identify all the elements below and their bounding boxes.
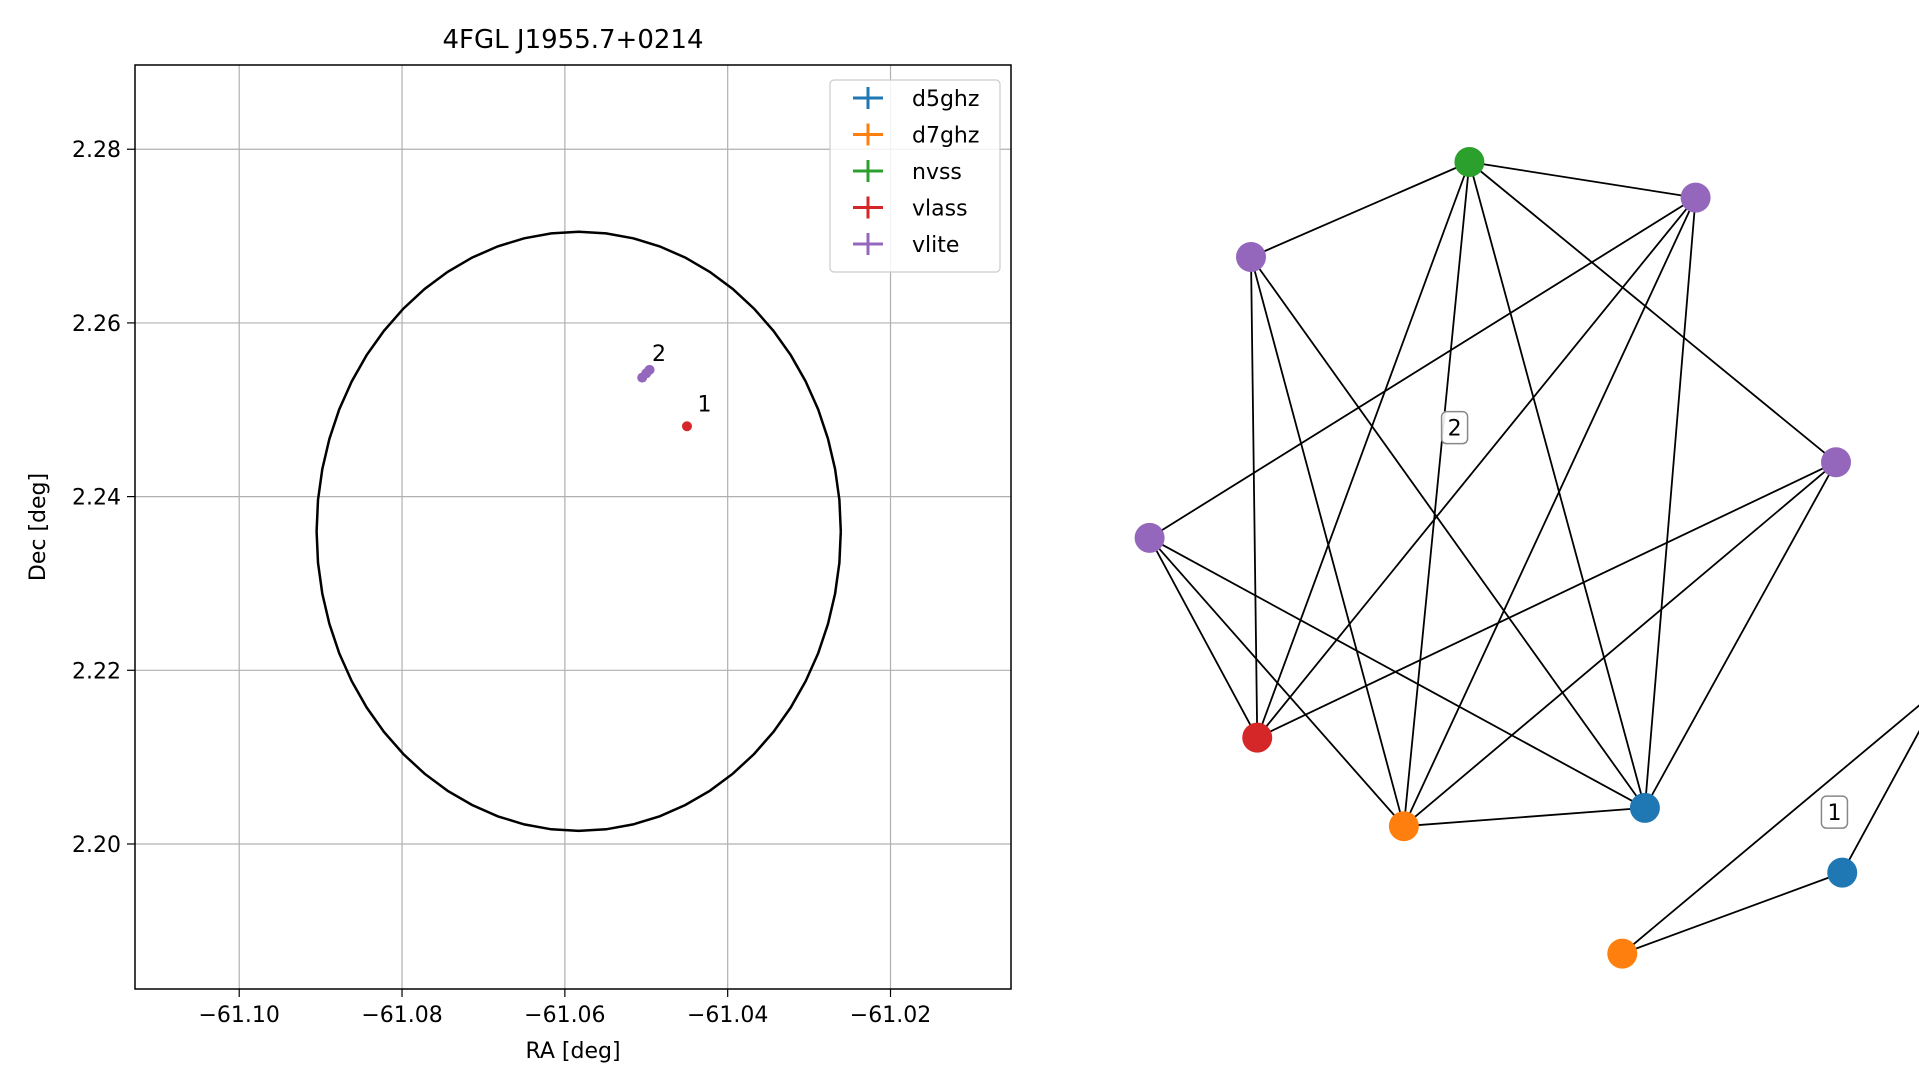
source-point-vlite — [644, 364, 655, 375]
legend-label: vlite — [912, 233, 959, 258]
network-edge — [1468, 161, 1646, 809]
x-axis-label: RA [deg] — [525, 1039, 620, 1064]
network-node-d7ghz — [1607, 938, 1638, 969]
y-tick-label: 2.24 — [72, 486, 121, 511]
x-tick-label: −61.08 — [361, 1003, 442, 1028]
network-panel: 21 — [1134, 147, 1919, 969]
chart-title: 4FGL J1955.7+0214 — [443, 25, 704, 55]
network-edge — [1403, 806, 1645, 828]
cluster-label-box — [1440, 410, 1469, 445]
ticks-layer: −61.10 −61.08 −61.06 −61.04 −61.02 2.20 2.22 2.… — [72, 138, 931, 1028]
network-edge — [1149, 196, 1697, 539]
scatter-panel: 21 −61.10 −61.08 −61.06 −61.04 −61.022.202.2… — [26, 25, 1012, 1064]
network-edge — [1250, 161, 1470, 258]
legend: d5ghz d7ghz nvss vlass vlite — [829, 79, 1001, 273]
cluster-label: 1 — [1827, 801, 1841, 826]
x-tick-label: −61.02 — [850, 1003, 931, 1028]
network-edge — [1841, 729, 1919, 874]
y-tick-label: 2.20 — [72, 833, 121, 858]
network-node-d5ghz — [1827, 857, 1858, 888]
network-node-d5ghz — [1629, 792, 1660, 823]
y-tick-label: 2.26 — [72, 312, 121, 337]
cluster-label: 2 — [1448, 417, 1462, 442]
network-node-vlass — [1242, 722, 1273, 753]
y-axis-label: Dec [deg] — [26, 473, 51, 581]
network-edge — [1402, 161, 1471, 827]
legend-label: vlass — [912, 197, 968, 222]
network-edge — [1403, 197, 1697, 827]
localization-ellipse — [315, 230, 843, 833]
network-node-vlite — [1680, 182, 1711, 213]
network-edge — [1644, 197, 1697, 808]
network-edge — [1403, 461, 1837, 827]
network-node-vlite — [1236, 242, 1266, 273]
x-tick-label: −61.10 — [198, 1003, 279, 1028]
points-layer: 21 — [637, 342, 712, 432]
network-node-vlite — [1821, 447, 1851, 478]
legend-entries: d5ghz d7ghz nvss vlass vlite — [853, 87, 979, 258]
y-tick-label: 2.22 — [72, 659, 121, 684]
x-tick-label: −61.04 — [687, 1003, 768, 1028]
network-edge — [1149, 537, 1646, 809]
legend-label: d7ghz — [912, 124, 979, 149]
network-edge — [1250, 256, 1646, 809]
network-edge — [1256, 161, 1471, 738]
network-edge — [1621, 871, 1843, 955]
point-annotation: 1 — [698, 393, 712, 418]
cluster-label-box — [1820, 795, 1849, 829]
source-point-vlass — [681, 421, 692, 432]
network-edge — [1148, 537, 1405, 827]
network-edge — [1148, 537, 1259, 739]
network-edge — [1250, 257, 1259, 738]
point-annotation: 2 — [652, 342, 666, 367]
network-edge — [1256, 197, 1697, 739]
ellipse-layer — [315, 230, 843, 833]
x-tick-label: −61.06 — [524, 1003, 605, 1028]
network-edge — [1621, 704, 1919, 955]
plot-frame — [134, 64, 1012, 990]
network-node-nvss — [1454, 147, 1485, 177]
y-tick-label: 2.28 — [72, 138, 121, 163]
network-edge — [1256, 461, 1837, 739]
network-edge — [1250, 256, 1405, 827]
nodes-layer — [1134, 147, 1858, 969]
network-edge — [1469, 161, 1696, 199]
legend-label: d5ghz — [912, 87, 979, 112]
network-node-d7ghz — [1388, 811, 1419, 842]
legend-label: nvss — [912, 160, 962, 185]
edges-layer — [1148, 161, 1919, 955]
network-edge — [1468, 161, 1837, 463]
network-edge — [1644, 461, 1837, 809]
cluster-labels-layer: 21 — [1440, 410, 1849, 829]
legend-box — [829, 79, 1001, 273]
network-node-vlite — [1134, 522, 1165, 553]
